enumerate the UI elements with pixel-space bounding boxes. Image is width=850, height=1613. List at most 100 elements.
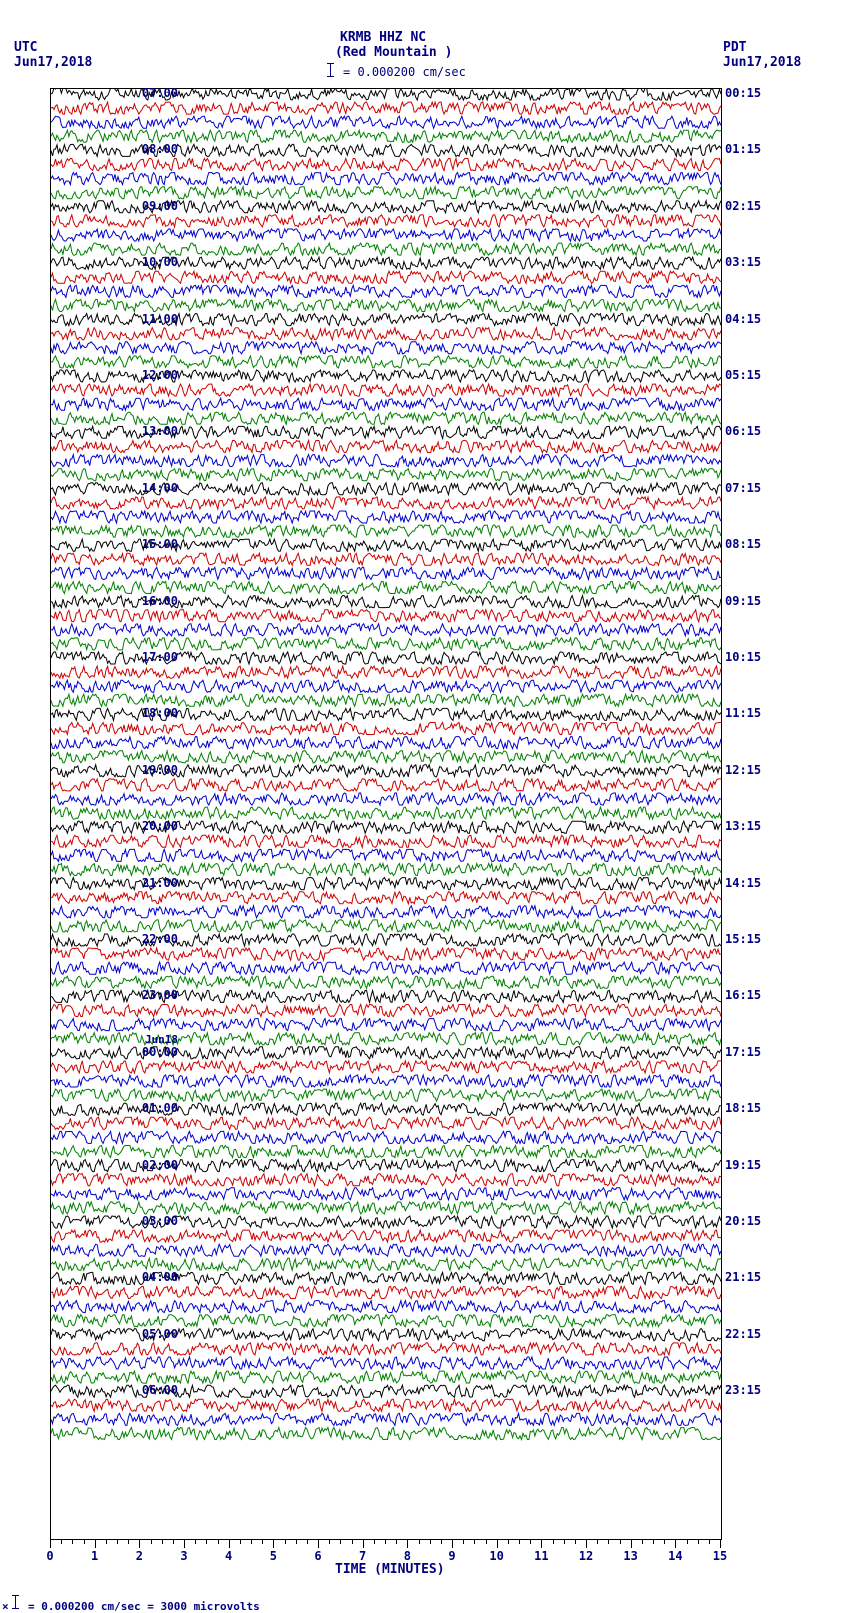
utc-time-label: 03:00 [98,1214,178,1228]
seismic-trace [51,89,721,1539]
seismic-trace [51,89,721,1539]
x-tick-label: 7 [359,1549,366,1563]
seismic-trace [51,89,721,1539]
seismic-trace [51,89,721,1539]
x-major-tick [541,1540,542,1548]
x-minor-tick [195,1540,196,1544]
x-minor-tick [608,1540,609,1544]
seismic-trace [51,89,721,1539]
seismic-trace [51,89,721,1539]
x-axis-title: TIME (MINUTES) [335,1562,445,1577]
x-major-tick [720,1540,721,1548]
x-minor-tick [698,1540,699,1544]
seismic-trace [51,89,721,1539]
x-major-tick [95,1540,96,1548]
seismic-trace [51,89,721,1539]
pdt-time-label: 19:15 [725,1158,761,1172]
seismic-trace [51,89,721,1539]
pdt-time-label: 18:15 [725,1101,761,1115]
utc-time-label: 04:00 [98,1270,178,1284]
seismic-trace [51,89,721,1539]
seismic-trace [51,89,721,1539]
x-tick-label: 1 [91,1549,98,1563]
x-tick-label: 6 [314,1549,321,1563]
x-minor-tick [530,1540,531,1544]
x-minor-tick [687,1540,688,1544]
seismic-trace [51,89,721,1539]
utc-time-label: 09:00 [98,199,178,213]
seismic-trace [51,89,721,1539]
seismic-trace [51,89,721,1539]
seismic-trace [51,89,721,1539]
seismic-trace [51,89,721,1539]
x-minor-tick [374,1540,375,1544]
pdt-time-label: 09:15 [725,594,761,608]
pdt-time-label: 03:15 [725,255,761,269]
seismic-trace [51,89,721,1539]
utc-time-label: 02:00 [98,1158,178,1172]
x-minor-tick [620,1540,621,1544]
x-tick-label: 13 [623,1549,637,1563]
seismic-trace [51,89,721,1539]
x-major-tick [407,1540,408,1548]
x-tick-label: 8 [404,1549,411,1563]
utc-time-label: 18:00 [98,706,178,720]
utc-time-label: 13:00 [98,424,178,438]
x-major-tick [497,1540,498,1548]
pdt-time-label: 00:15 [725,86,761,100]
pdt-time-label: 04:15 [725,312,761,326]
seismic-trace [51,89,721,1539]
x-minor-tick [106,1540,107,1544]
x-tick-label: 0 [46,1549,53,1563]
x-major-tick [50,1540,51,1548]
pdt-time-label: 01:15 [725,142,761,156]
seismograph-plot [50,88,722,1540]
footer-scale-text: = 0.000200 cm/sec = 3000 microvolts [28,1600,260,1613]
scale-label: = 0.000200 cm/sec [343,65,466,79]
pdt-time-label: 13:15 [725,819,761,833]
utc-time-label: 06:00 [98,1383,178,1397]
seismic-trace [51,89,721,1539]
x-tick-label: 3 [180,1549,187,1563]
seismic-trace [51,89,721,1539]
seismic-trace [51,89,721,1539]
x-minor-tick [340,1540,341,1544]
seismic-trace [51,89,721,1539]
seismic-trace [51,89,721,1539]
seismic-trace [51,89,721,1539]
x-minor-tick [151,1540,152,1544]
seismic-trace [51,89,721,1539]
x-tick-label: 12 [579,1549,593,1563]
x-minor-tick [162,1540,163,1544]
pdt-time-label: 06:15 [725,424,761,438]
x-minor-tick [117,1540,118,1544]
x-minor-tick [642,1540,643,1544]
scale-bar-icon [330,63,331,77]
seismic-trace [51,89,721,1539]
seismic-trace [51,89,721,1539]
x-tick-label: 5 [270,1549,277,1563]
seismic-trace [51,89,721,1539]
footer-scale-bar-icon [15,1595,16,1609]
seismic-trace [51,89,721,1539]
utc-time-label: 12:00 [98,368,178,382]
seismic-trace [51,89,721,1539]
seismic-trace [51,89,721,1539]
seismic-trace [51,89,721,1539]
x-minor-tick [508,1540,509,1544]
seismic-trace [51,89,721,1539]
station-code: KRMB HHZ NC [340,30,426,45]
x-tick-label: 4 [225,1549,232,1563]
x-minor-tick [128,1540,129,1544]
pdt-time-label: 20:15 [725,1214,761,1228]
seismic-trace [51,89,721,1539]
seismic-trace [51,89,721,1539]
seismic-trace [51,89,721,1539]
seismic-trace [51,89,721,1539]
x-major-tick [452,1540,453,1548]
seismic-trace [51,89,721,1539]
date-right-label: Jun17,2018 [723,55,801,70]
utc-time-label: 21:00 [98,876,178,890]
x-minor-tick [474,1540,475,1544]
x-minor-tick [575,1540,576,1544]
